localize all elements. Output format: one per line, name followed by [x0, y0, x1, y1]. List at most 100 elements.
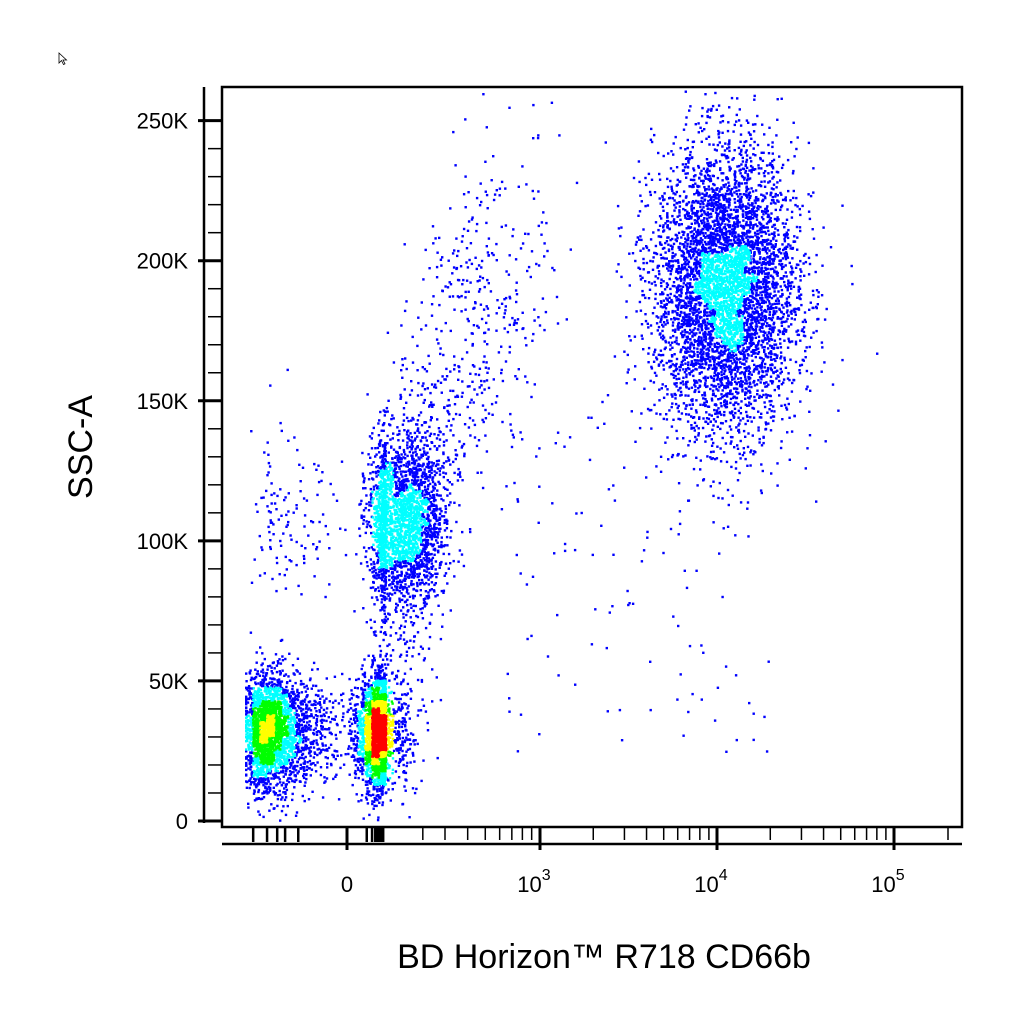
- event-dot: [735, 120, 738, 123]
- event-dot: [759, 222, 762, 226]
- event-dot: [727, 503, 730, 507]
- event-dot: [804, 252, 807, 256]
- event-dot: [334, 699, 337, 702]
- event-dot: [525, 344, 528, 347]
- event-dot: [795, 330, 798, 333]
- event-dot: [681, 333, 684, 337]
- event-dot: [325, 697, 328, 700]
- event-dot: [487, 237, 491, 240]
- event-dot: [794, 203, 797, 207]
- event-dot: [268, 530, 271, 534]
- event-dot: [733, 407, 737, 410]
- event-dot: [471, 419, 475, 422]
- event-dot: [340, 460, 344, 463]
- event-dot: [812, 293, 815, 297]
- event-dot: [759, 256, 762, 259]
- event-dot: [408, 738, 411, 741]
- event-dot: [411, 624, 415, 627]
- event-dot: [312, 746, 316, 749]
- event-dot: [729, 397, 733, 401]
- event-dot: [437, 463, 440, 466]
- event-dot: [569, 248, 572, 251]
- event-dot: [647, 352, 650, 355]
- event-dot: [485, 221, 488, 225]
- event-dot: [373, 804, 376, 807]
- event-dot: [410, 583, 413, 587]
- plot-frame: [220, 85, 964, 829]
- event-dot: [735, 364, 738, 367]
- event-dot: [679, 332, 683, 335]
- event-dot: [447, 411, 450, 414]
- event-dot: [677, 261, 680, 264]
- event-dot: [297, 757, 301, 761]
- event-dot: [479, 182, 482, 185]
- event-dot: [771, 152, 774, 155]
- event-dot: [504, 296, 508, 300]
- event-dot: [256, 510, 259, 513]
- event-dot: [666, 185, 670, 189]
- event-dot: [378, 797, 382, 800]
- event-dot: [394, 585, 397, 588]
- event-dot: [508, 254, 511, 257]
- event-dot: [679, 418, 682, 421]
- event-dot: [679, 275, 682, 278]
- event-dot: [735, 189, 738, 193]
- event-dot: [804, 356, 807, 359]
- event-dot: [434, 237, 437, 240]
- event-dot: [745, 360, 748, 363]
- event-dot: [626, 371, 629, 374]
- event-dot: [405, 640, 409, 643]
- event-dot: [453, 368, 456, 371]
- event-dot: [758, 228, 761, 231]
- event-dot: [319, 732, 322, 735]
- event-dot: [298, 672, 302, 675]
- event-dot: [654, 244, 658, 248]
- event-dot: [303, 715, 306, 719]
- event-dot: [768, 233, 771, 236]
- event-dot: [640, 238, 643, 242]
- event-dot: [728, 141, 731, 144]
- event-dot: [362, 481, 365, 484]
- event-dot: [431, 700, 434, 703]
- event-dot: [415, 459, 418, 462]
- event-dot: [749, 464, 752, 467]
- event-dot: [277, 678, 281, 681]
- event-dot: [678, 369, 682, 372]
- event-dot: [736, 165, 739, 168]
- event-dot: [301, 466, 305, 469]
- event-dot: [431, 565, 435, 568]
- event-dot: [706, 376, 710, 379]
- event-dot: [426, 451, 429, 454]
- event-dot: [738, 204, 742, 207]
- event-dot: [677, 323, 680, 326]
- event-dot: [369, 493, 372, 497]
- event-dot: [279, 539, 282, 543]
- event-dot: [702, 478, 706, 481]
- event-dot: [316, 748, 319, 751]
- event-dot: [743, 140, 746, 144]
- event-dot: [697, 337, 700, 340]
- event-dot: [398, 758, 402, 761]
- event-dot: [385, 652, 388, 656]
- event-dot: [702, 376, 705, 380]
- event-dot: [690, 217, 693, 220]
- event-dot: [676, 327, 680, 330]
- event-dot: [749, 194, 752, 198]
- event-dot: [709, 375, 713, 378]
- event-dot: [673, 383, 677, 386]
- event-dot: [777, 218, 780, 221]
- event-dot: [764, 232, 768, 235]
- event-dot: [664, 323, 667, 326]
- event-dot: [729, 192, 732, 196]
- event-dot: [606, 710, 609, 713]
- event-dot: [774, 227, 777, 230]
- event-dot: [371, 659, 374, 662]
- event-dot: [705, 411, 708, 414]
- event-dot: [671, 255, 674, 258]
- event-dot: [435, 327, 438, 331]
- event-dot: [705, 137, 708, 140]
- event-dot: [538, 447, 541, 450]
- event-dot: [682, 190, 686, 193]
- event-dot: [302, 720, 306, 723]
